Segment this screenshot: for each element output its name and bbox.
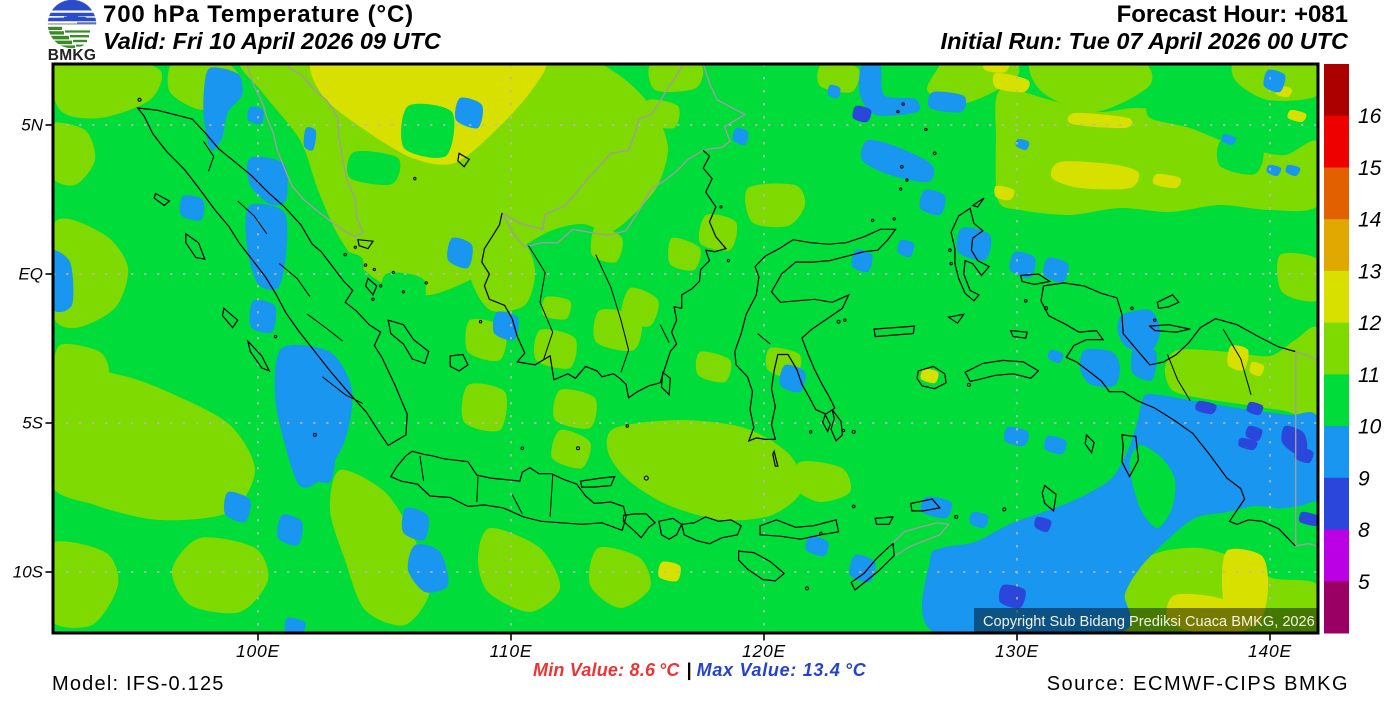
- svg-text:11: 11: [1358, 364, 1380, 387]
- svg-text:15: 15: [1358, 157, 1382, 180]
- svg-text:13: 13: [1358, 260, 1382, 283]
- svg-text:130E: 130E: [995, 641, 1039, 661]
- svg-text:8: 8: [1358, 519, 1370, 542]
- svg-text:14: 14: [1358, 209, 1381, 232]
- svg-text:5S: 5S: [22, 414, 43, 433]
- svg-text:5: 5: [1358, 571, 1370, 594]
- svg-text:12: 12: [1358, 312, 1382, 335]
- svg-text:EQ: EQ: [18, 265, 43, 284]
- svg-text:140E: 140E: [1248, 641, 1292, 661]
- svg-text:100E: 100E: [236, 641, 280, 661]
- svg-text:5N: 5N: [21, 116, 43, 135]
- svg-text:16: 16: [1358, 105, 1382, 128]
- svg-text:10S: 10S: [13, 563, 44, 582]
- svg-text:10: 10: [1358, 416, 1382, 439]
- svg-text:120E: 120E: [742, 641, 786, 661]
- svg-text:9: 9: [1358, 467, 1370, 490]
- svg-text:BMKG: BMKG: [48, 47, 97, 62]
- svg-text:110E: 110E: [490, 641, 533, 661]
- svg-text:Copyright Sub Bidang Prediksi: Copyright Sub Bidang Prediksi Cuaca BMKG…: [983, 614, 1315, 630]
